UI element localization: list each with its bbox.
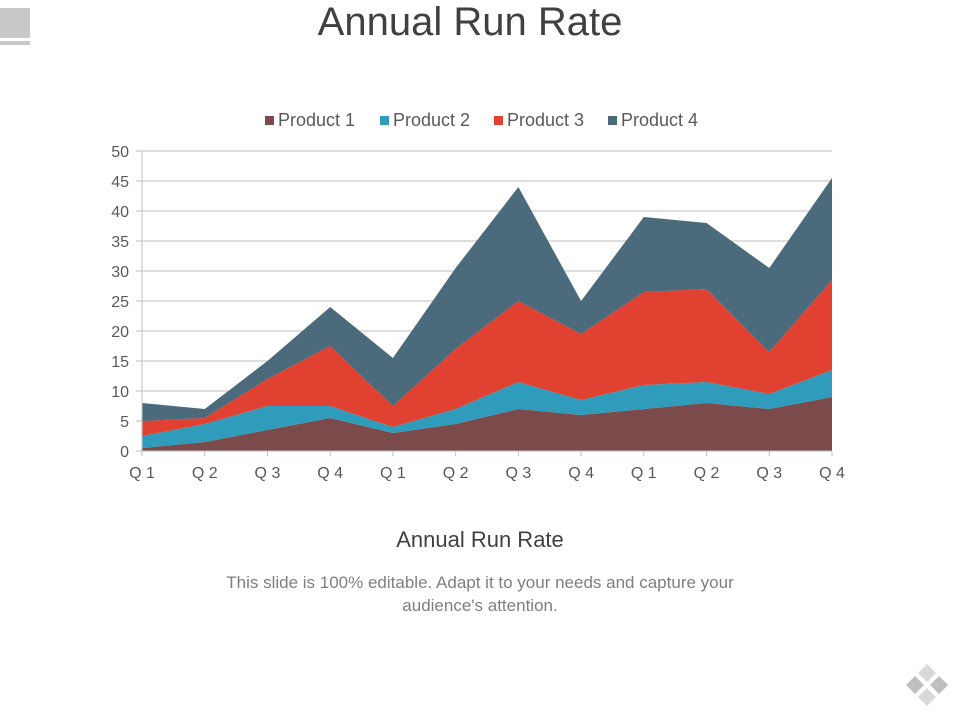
legend-label-product-3: Product 3 xyxy=(507,110,584,130)
x-tick-label: Q 3 xyxy=(255,465,281,482)
y-tick-label: 15 xyxy=(111,354,129,371)
nav-diamond-icon xyxy=(906,664,948,706)
slide-description: This slide is 100% editable. Adapt it to… xyxy=(226,573,734,615)
x-tick-label: Q 4 xyxy=(317,465,343,482)
y-tick-label: 25 xyxy=(111,294,129,311)
legend-label-product-1: Product 1 xyxy=(278,110,355,130)
corner-block xyxy=(0,8,30,38)
x-tick-label: Q 2 xyxy=(694,465,720,482)
y-tick-label: 45 xyxy=(111,174,129,191)
x-tick-label: Q 3 xyxy=(756,465,782,482)
legend-label-product-4: Product 4 xyxy=(621,110,698,130)
y-tick-label: 5 xyxy=(120,414,129,431)
legend-swatch-product-3 xyxy=(494,116,503,125)
x-tick-label: Q 2 xyxy=(443,465,469,482)
y-tick-labels: 0 5 10 15 20 25 30 35 40 45 50 xyxy=(111,144,129,461)
x-tick-label: Q 4 xyxy=(568,465,594,482)
series-area-product-3 xyxy=(142,280,832,436)
y-tick-label: 50 xyxy=(111,144,129,161)
x-tick-labels: Q 1 Q 2 Q 3 Q 4 Q 1 Q 2 Q 3 Q 4 Q 1 Q 2 Q 3 Q 4 xyxy=(129,465,845,482)
y-tick-label: 30 xyxy=(111,264,129,281)
y-tick-label: 10 xyxy=(111,384,129,401)
x-tick-label: Q 3 xyxy=(505,465,531,482)
x-tick-label: Q 2 xyxy=(192,465,218,482)
slide-title: Annual Run Rate xyxy=(317,0,623,44)
legend-swatch-product-2 xyxy=(380,116,389,125)
chart-legend: Product 1 Product 2 Product 3 Product 4 xyxy=(265,110,698,130)
y-tick-label: 35 xyxy=(111,234,129,251)
series-area-product-2 xyxy=(142,370,832,448)
y-tick-label: 20 xyxy=(111,324,129,341)
x-tick-label: Q 1 xyxy=(380,465,406,482)
y-tick-label: 40 xyxy=(111,204,129,221)
series-area-product-4 xyxy=(142,178,832,421)
y-tick-label: 0 xyxy=(120,444,129,461)
chart-caption: Annual Run Rate xyxy=(396,527,564,552)
x-tick-label: Q 1 xyxy=(129,465,155,482)
legend-swatch-product-4 xyxy=(608,116,617,125)
x-tick-label: Q 1 xyxy=(631,465,657,482)
x-tick-label: Q 4 xyxy=(819,465,845,482)
axes xyxy=(141,151,833,456)
legend-label-product-2: Product 2 xyxy=(393,110,470,130)
corner-decoration xyxy=(0,8,30,48)
series-areas xyxy=(142,178,832,451)
corner-bar xyxy=(0,41,30,45)
legend-swatch-product-1 xyxy=(265,116,274,125)
series-area-product-1 xyxy=(142,397,832,451)
